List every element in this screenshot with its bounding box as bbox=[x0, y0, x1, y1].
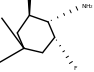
Text: CH$_3$: CH$_3$ bbox=[0, 9, 2, 18]
Text: NH$_2$: NH$_2$ bbox=[81, 2, 93, 11]
Polygon shape bbox=[28, 0, 31, 15]
Text: F: F bbox=[73, 66, 77, 70]
